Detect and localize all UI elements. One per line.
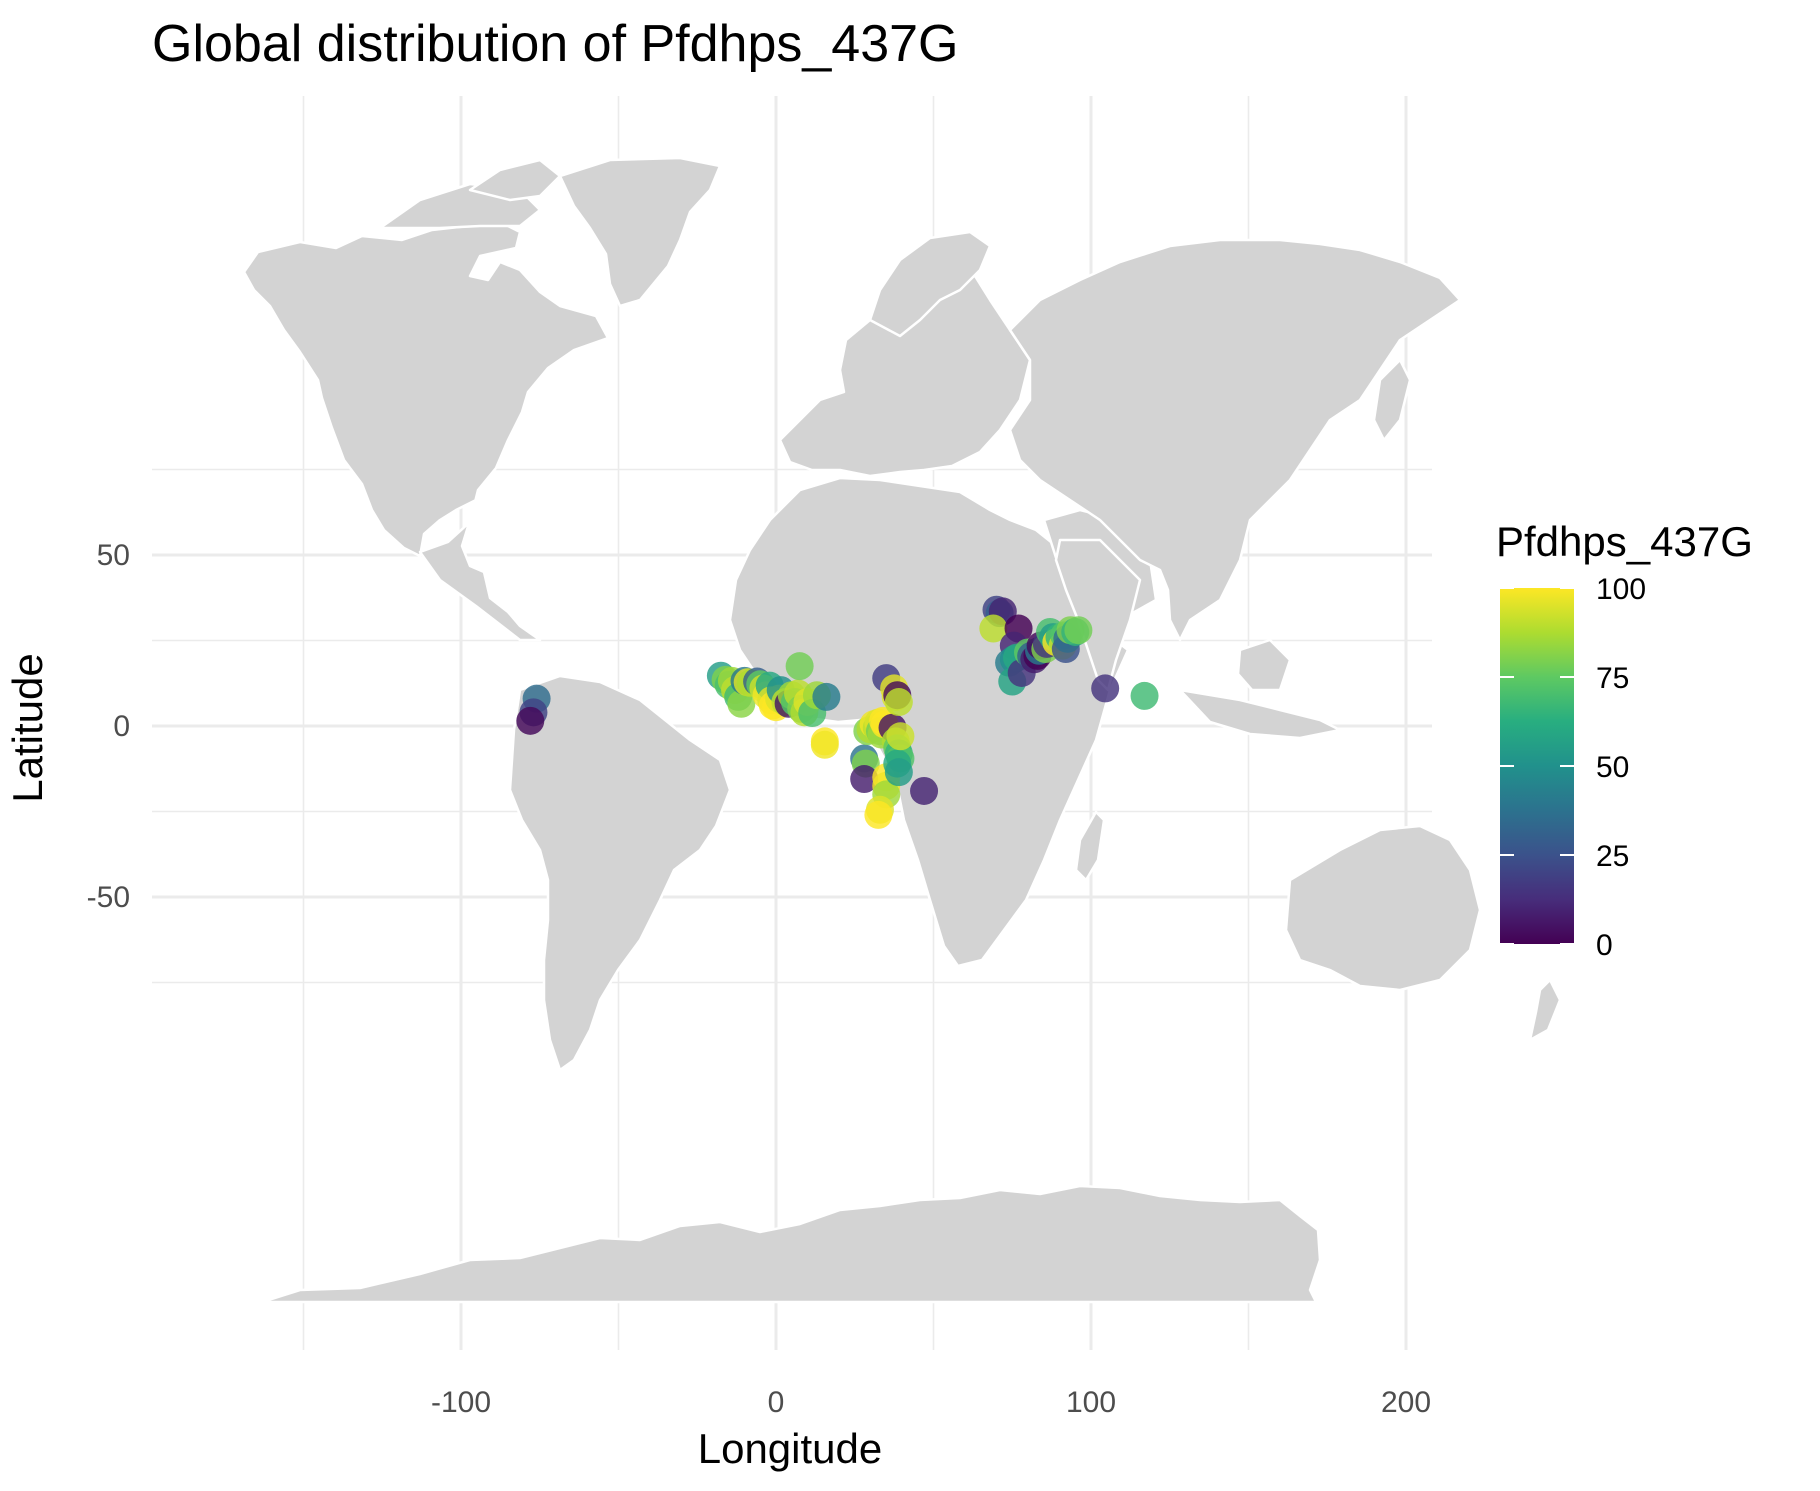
- data-point: [785, 652, 814, 681]
- data-point: [884, 758, 913, 787]
- data-point: [1130, 681, 1159, 710]
- data-point: [1091, 674, 1120, 703]
- data-point: [884, 688, 913, 717]
- x-tick-label: 200: [1381, 1386, 1431, 1419]
- legend-ticks: 0 25 50 75 100: [1500, 573, 1646, 962]
- legend-title: Pfdhps_437G: [1496, 518, 1753, 565]
- chart-title: Global distribution of Pfdhps_437G: [152, 15, 959, 73]
- y-axis-title: Latitude: [4, 653, 51, 803]
- north-america-landmass: [242, 220, 610, 642]
- data-point: [1064, 616, 1093, 645]
- x-axis-title: Longitude: [697, 1425, 883, 1472]
- land-basemap: [242, 156, 1562, 1304]
- data-point: [910, 776, 939, 805]
- data-point: [864, 800, 893, 829]
- legend: 0 25 50 75 100: [1500, 573, 1646, 962]
- legend-tick-label: 100: [1596, 573, 1646, 606]
- x-tick-label: 100: [1066, 1386, 1116, 1419]
- antarctica-landmass: [260, 1184, 1322, 1304]
- data-point: [810, 730, 839, 759]
- south-america-landmass: [508, 674, 732, 1072]
- japan-islands: [1372, 358, 1412, 442]
- x-tick-label: -100: [431, 1386, 491, 1419]
- legend-tick-label: 0: [1596, 929, 1613, 962]
- y-axis-ticks: -50 0 50: [87, 539, 130, 914]
- data-point: [979, 614, 1008, 643]
- arctic-islands-2: [468, 158, 562, 202]
- x-axis-ticks: -100 0 100 200: [431, 1386, 1431, 1419]
- y-tick-label: 0: [113, 710, 130, 743]
- indonesia-islands: [1178, 688, 1342, 740]
- data-point: [516, 706, 545, 735]
- legend-tick-label: 75: [1596, 662, 1629, 695]
- data-point: [850, 765, 879, 794]
- australia-landmass: [1284, 824, 1482, 992]
- y-tick-label: 50: [97, 539, 130, 572]
- scandinavia-landmass: [868, 230, 992, 338]
- borneo-island: [1236, 638, 1292, 692]
- asia-landmass: [1008, 238, 1462, 642]
- data-point: [812, 682, 841, 711]
- legend-tick-label: 25: [1596, 840, 1629, 873]
- x-tick-label: 0: [768, 1386, 785, 1419]
- y-tick-label: -50: [87, 881, 130, 914]
- greenland-landmass: [558, 156, 722, 308]
- new-zealand-islands: [1528, 978, 1562, 1042]
- madagascar-landmass: [1074, 810, 1106, 882]
- data-points: [516, 595, 1159, 829]
- legend-tick-label: 50: [1596, 751, 1629, 784]
- data-point: [886, 722, 915, 751]
